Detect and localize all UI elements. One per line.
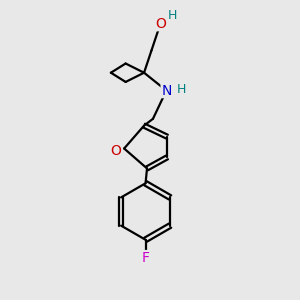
- Text: H: H: [168, 9, 177, 22]
- Text: O: O: [110, 144, 121, 158]
- Text: N: N: [161, 84, 172, 98]
- Text: H: H: [177, 82, 187, 96]
- Text: F: F: [142, 250, 149, 265]
- Text: O: O: [155, 17, 166, 31]
